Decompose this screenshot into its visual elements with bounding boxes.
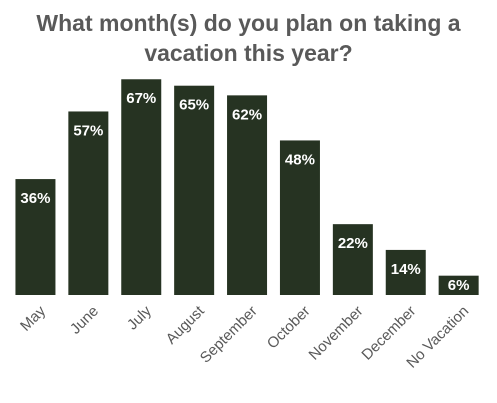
x-tick-label: September: [197, 303, 261, 367]
bar: [174, 85, 215, 295]
bar: [227, 95, 268, 295]
bar: [438, 275, 479, 295]
x-tick-label: November: [306, 303, 367, 364]
value-label: 62%: [232, 106, 262, 123]
value-label: 57%: [73, 122, 103, 139]
x-tick-label: June: [67, 303, 102, 338]
value-label: 36%: [20, 190, 50, 207]
value-label: 14%: [391, 261, 421, 278]
value-label: 67%: [126, 90, 156, 107]
chart-title: What month(s) do you plan on taking a va…: [36, 10, 461, 66]
x-tick-label: July: [124, 302, 155, 333]
value-label: 48%: [285, 151, 315, 168]
x-tick-label: October: [264, 303, 314, 353]
value-label: 22%: [338, 235, 368, 252]
x-tick-label: August: [163, 302, 209, 348]
bar: [279, 140, 320, 295]
bar: [121, 79, 162, 295]
bar: [15, 179, 56, 295]
value-label: 65%: [179, 97, 209, 114]
bar: [385, 249, 426, 295]
bar: [332, 224, 373, 295]
value-label: 6%: [448, 277, 470, 294]
x-tick-label: May: [17, 302, 49, 334]
bar: [68, 111, 109, 296]
